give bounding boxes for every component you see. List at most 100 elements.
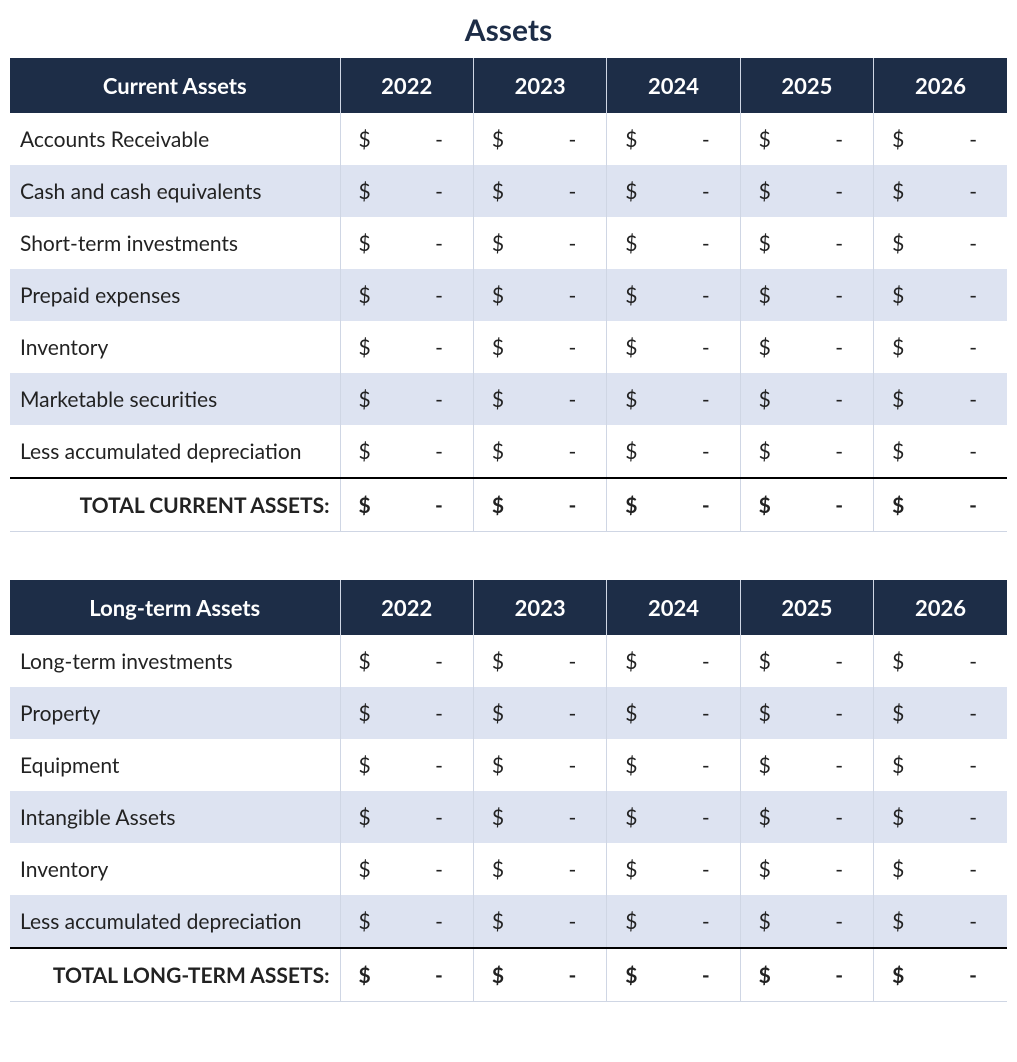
cell: $- <box>340 165 473 217</box>
header-year: 2023 <box>473 58 606 113</box>
currency-symbol: $ <box>759 127 771 152</box>
currency-symbol: $ <box>892 439 904 464</box>
current-assets-section: Current Assets 2022 2023 2024 2025 2026 … <box>10 58 1007 532</box>
table-row: Equipment $- $- $- $- $- <box>10 739 1007 791</box>
cell-value: - <box>969 963 977 988</box>
total-row: TOTAL LONG-TERM ASSETS: $- $- $- $- $- <box>10 948 1007 1002</box>
currency-symbol: $ <box>359 127 371 152</box>
cell: $- <box>607 113 740 165</box>
currency-symbol: $ <box>359 963 371 988</box>
cell-value: - <box>568 335 576 360</box>
table-row: Accounts Receivable $- $- $- $- $- <box>10 113 1007 165</box>
total-cell: $- <box>607 948 740 1002</box>
cell: $- <box>607 635 740 687</box>
total-cell: $- <box>473 948 606 1002</box>
currency-symbol: $ <box>359 231 371 256</box>
cell-value: - <box>568 179 576 204</box>
cell-value: - <box>435 753 443 778</box>
total-cell: $- <box>473 478 606 532</box>
cell-value: - <box>969 231 977 256</box>
cell: $- <box>874 269 1007 321</box>
currency-symbol: $ <box>359 493 371 518</box>
cell-value: - <box>435 909 443 934</box>
cell-value: - <box>969 179 977 204</box>
header-year: 2026 <box>874 58 1007 113</box>
cell-value: - <box>568 493 576 518</box>
cell-value: - <box>835 857 843 882</box>
cell: $- <box>607 217 740 269</box>
cell: $- <box>740 635 873 687</box>
currency-symbol: $ <box>492 439 504 464</box>
currency-symbol: $ <box>359 179 371 204</box>
table-row: Cash and cash equivalents $- $- $- $- $- <box>10 165 1007 217</box>
currency-symbol: $ <box>359 909 371 934</box>
header-year: 2023 <box>473 580 606 635</box>
cell: $- <box>473 895 606 948</box>
cell: $- <box>340 217 473 269</box>
total-cell: $- <box>740 478 873 532</box>
cell-value: - <box>435 805 443 830</box>
currency-symbol: $ <box>359 387 371 412</box>
currency-symbol: $ <box>892 909 904 934</box>
cell: $- <box>874 739 1007 791</box>
total-cell: $- <box>340 478 473 532</box>
table-row: Property $- $- $- $- $- <box>10 687 1007 739</box>
cell-value: - <box>835 231 843 256</box>
cell-value: - <box>702 231 710 256</box>
cell-value: - <box>969 857 977 882</box>
currency-symbol: $ <box>625 909 637 934</box>
cell-value: - <box>702 335 710 360</box>
cell-value: - <box>835 649 843 674</box>
cell-value: - <box>702 493 710 518</box>
currency-symbol: $ <box>625 493 637 518</box>
cell: $- <box>607 373 740 425</box>
currency-symbol: $ <box>759 909 771 934</box>
table-row: Inventory $- $- $- $- $- <box>10 321 1007 373</box>
currency-symbol: $ <box>492 335 504 360</box>
cell: $- <box>473 321 606 373</box>
row-label: Long-term investments <box>10 635 340 687</box>
table-row: Less accumulated depreciation $- $- $- $… <box>10 425 1007 478</box>
cell-value: - <box>702 283 710 308</box>
currency-symbol: $ <box>759 857 771 882</box>
cell: $- <box>740 425 873 478</box>
cell-value: - <box>568 753 576 778</box>
row-label: Inventory <box>10 843 340 895</box>
cell-value: - <box>969 649 977 674</box>
total-cell: $- <box>607 478 740 532</box>
cell-value: - <box>435 857 443 882</box>
cell-value: - <box>568 909 576 934</box>
cell-value: - <box>568 649 576 674</box>
cell-value: - <box>835 963 843 988</box>
cell-value: - <box>969 753 977 778</box>
longterm-assets-table: Long-term Assets 2022 2023 2024 2025 202… <box>10 580 1007 1002</box>
page-title: Assets <box>10 12 1007 48</box>
cell: $- <box>874 791 1007 843</box>
cell: $- <box>607 687 740 739</box>
currency-symbol: $ <box>492 753 504 778</box>
cell: $- <box>607 165 740 217</box>
cell: $- <box>874 217 1007 269</box>
row-label: Less accumulated depreciation <box>10 425 340 478</box>
currency-symbol: $ <box>892 127 904 152</box>
cell-value: - <box>702 179 710 204</box>
cell: $- <box>340 791 473 843</box>
currency-symbol: $ <box>892 805 904 830</box>
currency-symbol: $ <box>359 439 371 464</box>
cell-value: - <box>969 909 977 934</box>
currency-symbol: $ <box>625 179 637 204</box>
cell-value: - <box>835 701 843 726</box>
currency-symbol: $ <box>759 493 771 518</box>
cell: $- <box>473 425 606 478</box>
cell-value: - <box>568 701 576 726</box>
currency-symbol: $ <box>492 909 504 934</box>
currency-symbol: $ <box>892 387 904 412</box>
cell: $- <box>607 739 740 791</box>
row-label: Inventory <box>10 321 340 373</box>
currency-symbol: $ <box>892 335 904 360</box>
cell: $- <box>740 217 873 269</box>
table-row: Marketable securities $- $- $- $- $- <box>10 373 1007 425</box>
currency-symbol: $ <box>892 179 904 204</box>
cell-value: - <box>969 335 977 360</box>
currency-symbol: $ <box>625 127 637 152</box>
